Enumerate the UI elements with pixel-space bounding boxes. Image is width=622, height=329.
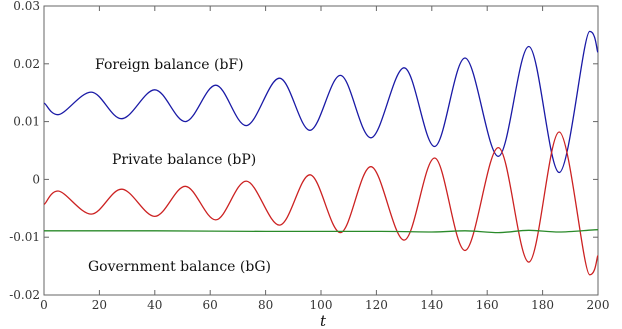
axis-labels: 0 20 40 60 80 100 120 140 160 180 200 -0.02 -0.01 0 0.… xyxy=(9,0,609,312)
y-tick-label: 0 xyxy=(32,172,40,186)
x-tick-label: 40 xyxy=(147,298,162,312)
y-tick-label: 0.02 xyxy=(13,57,40,71)
plot-frame xyxy=(43,5,599,296)
series-label-private: Private balance (bP) xyxy=(112,152,256,168)
x-tick-label: 160 xyxy=(476,298,499,312)
y-tick-label: 0.03 xyxy=(13,0,40,13)
y-tick-label: 0.01 xyxy=(13,115,40,129)
x-tick-label: 0 xyxy=(40,298,48,312)
x-tick-label: 120 xyxy=(365,298,388,312)
government-balance-line xyxy=(44,229,599,234)
x-tick-label: 100 xyxy=(310,298,333,312)
x-tick-label: 20 xyxy=(92,298,107,312)
x-tick-label: 180 xyxy=(531,298,554,312)
plot-box xyxy=(43,5,599,296)
series-lines xyxy=(43,30,599,276)
x-tick-label: 200 xyxy=(587,298,610,312)
private-balance-line xyxy=(43,131,599,276)
x-axis-title: t xyxy=(320,312,327,329)
y-tick-label: -0.02 xyxy=(9,288,40,302)
x-tick-label: 80 xyxy=(258,298,273,312)
foreign-balance-line xyxy=(43,30,599,174)
y-tick-label: -0.01 xyxy=(9,230,40,244)
series-label-government: Government balance (bG) xyxy=(88,259,271,275)
series-label-foreign: Foreign balance (bF) xyxy=(95,57,244,73)
x-tick-label: 140 xyxy=(420,298,443,312)
x-tick-label: 60 xyxy=(203,298,218,312)
